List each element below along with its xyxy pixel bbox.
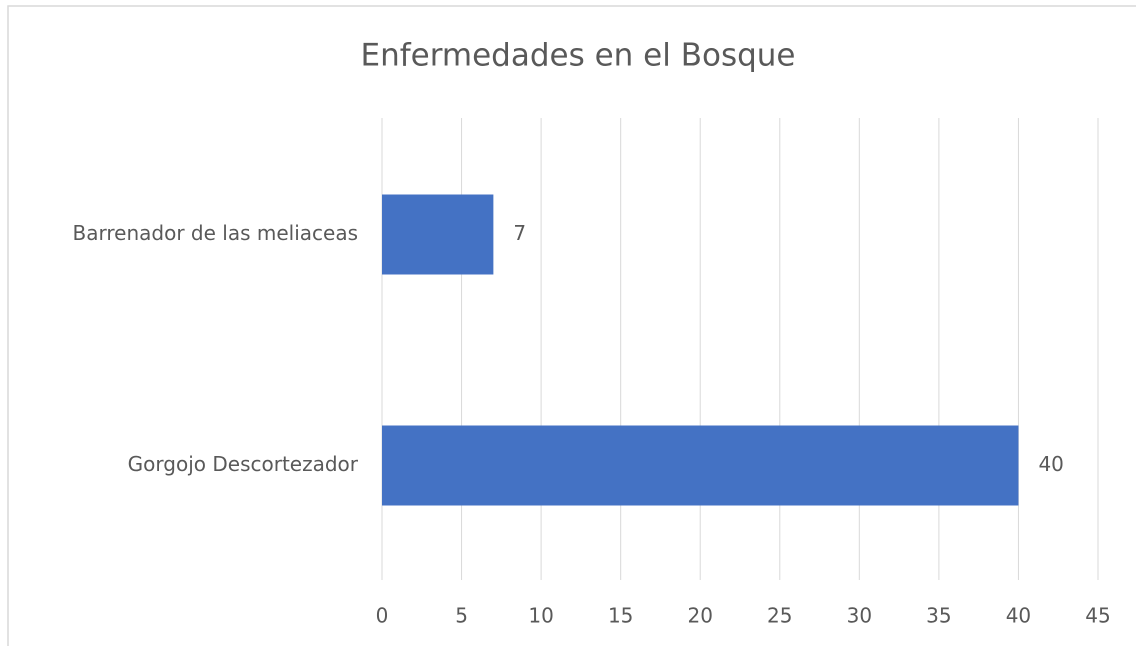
x-tick-label: 40 (1006, 604, 1031, 628)
x-tick-label: 25 (767, 604, 792, 628)
bar (382, 194, 494, 275)
x-tick-label: 15 (608, 604, 633, 628)
x-tick-label: 10 (528, 604, 553, 628)
x-tick-label: 5 (455, 604, 468, 628)
y-tick-label: Barrenador de las meliaceas (73, 221, 358, 245)
x-tick-label: 20 (687, 604, 712, 628)
y-tick-label: Gorgojo Descortezador (128, 452, 359, 476)
x-tick-label: 35 (926, 604, 951, 628)
chart-title: Enfermedades en el Bosque (360, 38, 795, 74)
bar (382, 425, 1019, 506)
data-label: 40 (1038, 452, 1063, 476)
x-tick-label: 30 (847, 604, 872, 628)
data-label: 7 (513, 221, 526, 245)
x-tick-label: 45 (1085, 604, 1110, 628)
chart-frame (7, 5, 1136, 646)
x-tick-label: 0 (376, 604, 389, 628)
